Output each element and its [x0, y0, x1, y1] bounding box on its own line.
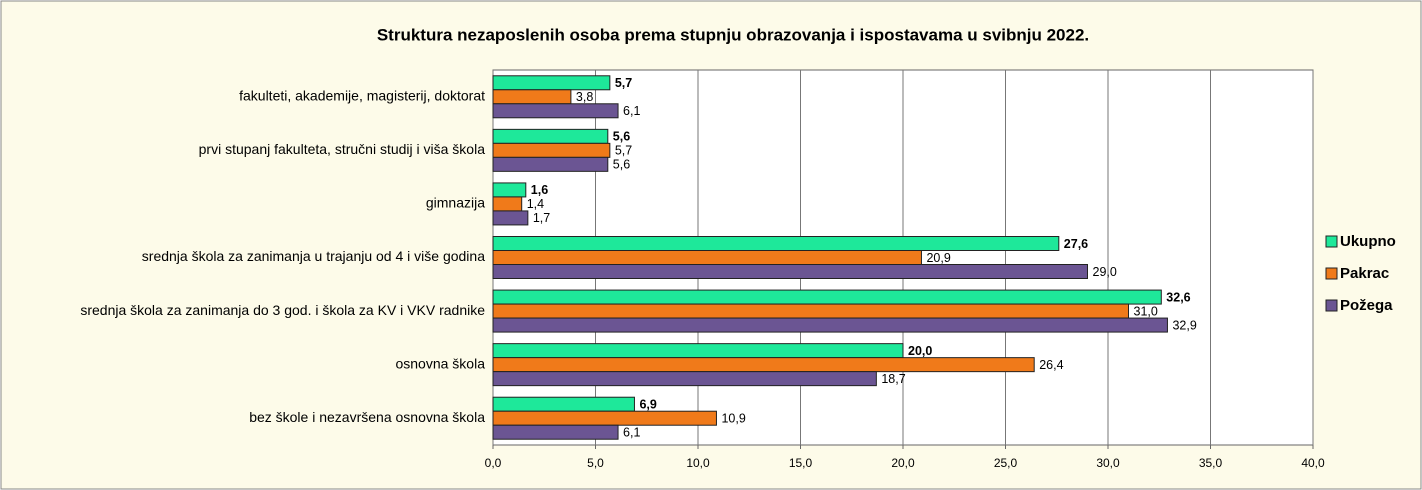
- value-label: 6,9: [639, 398, 656, 412]
- bar: [492, 289, 1162, 305]
- category-label: gimnazija: [426, 195, 485, 211]
- bar: [492, 303, 1129, 319]
- value-label: 1,6: [531, 183, 548, 197]
- bar: [492, 250, 922, 265]
- legend-swatch: [1325, 235, 1338, 248]
- legend-label: Ukupno: [1340, 233, 1396, 250]
- bar: [492, 343, 904, 359]
- value-label: 20,0: [908, 344, 932, 358]
- chart-title: Struktura nezaposlenih osoba prema stupn…: [377, 25, 1089, 44]
- x-tick-label: 35,0: [1199, 456, 1223, 470]
- value-label: 32,6: [1166, 290, 1190, 304]
- value-label: 1,4: [527, 197, 544, 211]
- bar: [492, 317, 1168, 333]
- legend-swatch: [1325, 299, 1338, 312]
- bar: [492, 103, 619, 119]
- x-tick-label: 10,0: [686, 456, 710, 470]
- category-label: osnovna škola: [395, 355, 485, 371]
- value-label: 29,0: [1093, 265, 1117, 279]
- category-label: bez škole i nezavršena osnovna škola: [249, 409, 485, 425]
- value-label: 5,6: [613, 130, 630, 144]
- bar: [492, 182, 527, 198]
- category-label: srednja škola za zanimanja u trajanju od…: [142, 248, 485, 264]
- bar: [492, 357, 1035, 373]
- category-label: srednja škola za zanimanja do 3 god. i š…: [80, 302, 485, 318]
- value-label: 26,4: [1039, 358, 1063, 372]
- category-label: prvi stupanj fakulteta, stručni studij i…: [199, 141, 486, 157]
- bar: [492, 236, 1060, 251]
- x-tick-label: 0,0: [485, 456, 502, 470]
- value-label: 20,9: [926, 251, 950, 265]
- legend-label: Požega: [1340, 297, 1393, 314]
- bar: [492, 210, 529, 226]
- x-tick-label: 25,0: [994, 456, 1018, 470]
- bar: [492, 196, 523, 212]
- value-label: 3,8: [576, 90, 593, 104]
- legend-swatch: [1325, 267, 1338, 280]
- bar: [492, 424, 619, 440]
- bar: [492, 156, 609, 172]
- value-label: 18,7: [881, 372, 905, 386]
- value-label: 10,9: [721, 412, 745, 426]
- x-tick-label: 20,0: [891, 456, 915, 470]
- bar: [492, 128, 609, 144]
- legend-label: Pakrac: [1340, 265, 1389, 282]
- bar: [492, 410, 717, 426]
- x-tick-label: 40,0: [1301, 456, 1325, 470]
- value-label: 31,0: [1134, 304, 1158, 318]
- value-label: 1,7: [533, 211, 550, 225]
- value-label: 32,9: [1172, 318, 1196, 332]
- value-label: 27,6: [1064, 237, 1088, 251]
- bar: [492, 142, 611, 158]
- category-label: fakulteti, akademije, magisterij, doktor…: [239, 87, 485, 103]
- bar: [492, 89, 572, 105]
- bar: [492, 75, 611, 91]
- bar: [492, 264, 1088, 279]
- value-label: 5,7: [615, 76, 632, 90]
- x-tick-label: 15,0: [789, 456, 813, 470]
- value-label: 6,1: [623, 104, 640, 118]
- bar: [492, 396, 635, 412]
- x-tick-label: 30,0: [1096, 456, 1120, 470]
- value-label: 5,7: [615, 144, 632, 158]
- value-label: 6,1: [623, 426, 640, 440]
- value-label: 5,6: [613, 158, 630, 172]
- bar: [492, 371, 877, 387]
- x-tick-label: 5,0: [587, 456, 604, 470]
